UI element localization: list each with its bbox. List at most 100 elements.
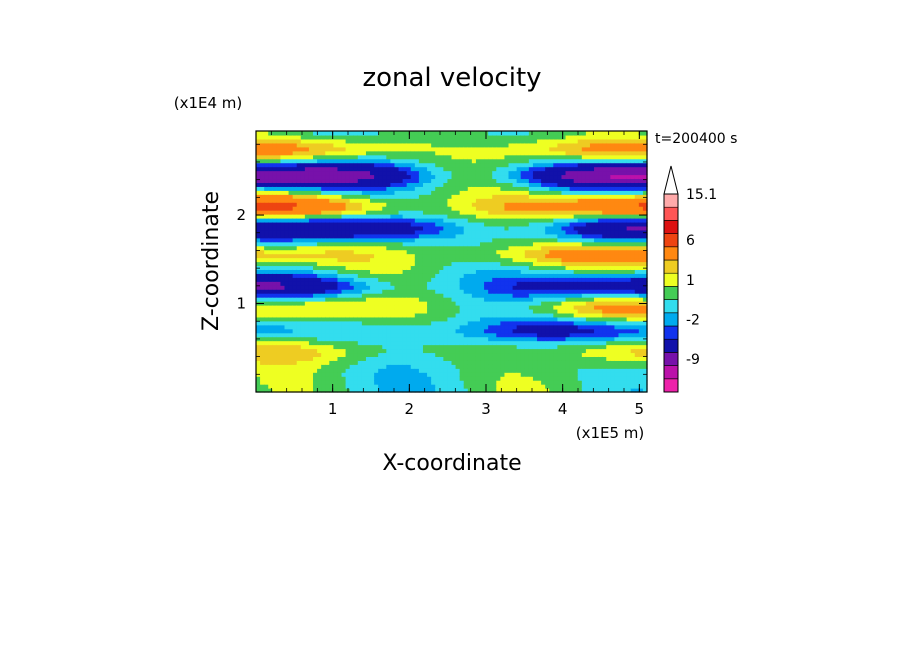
heatmap-cell [524,186,530,191]
heatmap-cell [386,281,391,286]
heatmap-cell [528,328,534,334]
heatmap-cell [280,308,286,314]
heatmap-cell [541,146,546,152]
heatmap-cell [488,352,493,357]
heatmap-cell [451,376,457,381]
heatmap-cell [284,312,290,318]
heatmap-cell [447,150,453,156]
heatmap-cell [492,320,497,326]
heatmap-cell [549,174,554,180]
heatmap-cell [541,249,546,255]
heatmap-cell [516,162,522,168]
heatmap-cell [545,146,550,152]
heatmap-cell [516,340,522,346]
heatmap-cell [418,328,424,334]
heatmap-cell [345,142,351,148]
heatmap-cell [451,138,457,144]
heatmap-cell [296,206,302,211]
heatmap-cell [459,182,465,187]
heatmap-cell [386,380,391,385]
heatmap-cell [284,265,290,270]
heatmap-cell [361,186,367,191]
heatmap-cell [545,312,550,318]
heatmap-cell [410,348,416,354]
heatmap-cell [260,336,265,342]
heatmap-cell [443,186,449,191]
heatmap-cell [382,146,387,152]
heatmap-cell [532,202,538,207]
heatmap-cell [402,154,408,160]
heatmap-cell [361,277,367,282]
heatmap-cell [463,388,469,393]
heatmap-cell [447,297,453,302]
heatmap-cell [484,285,489,290]
heatmap-cell [447,328,453,334]
heatmap-cell [414,320,420,326]
heatmap-cell [280,281,286,286]
heatmap-cell [382,142,387,148]
heatmap-cell [264,134,269,140]
heatmap-cell [549,218,554,223]
heatmap-cell [288,305,294,310]
heatmap-cell [300,190,306,195]
heatmap-cell [268,174,273,180]
heatmap-cell [325,368,330,373]
heatmap-cell [410,265,416,270]
heatmap-cell [463,360,469,365]
heatmap-cell [349,289,355,294]
heatmap-cell [475,170,481,176]
heatmap-cell [382,281,387,286]
heatmap-cell [390,360,396,365]
heatmap-cell [264,146,269,152]
heatmap-cell [545,154,550,160]
heatmap-cell [394,297,400,302]
heatmap-cell [288,301,294,306]
heatmap-cell [459,305,465,310]
heatmap-cell [349,221,355,227]
heatmap-cell [427,202,432,207]
heatmap-cell [427,356,432,361]
heatmap-cell [467,233,473,239]
heatmap-cell [537,221,542,227]
heatmap-cell [410,277,416,282]
heatmap-cell [284,233,290,239]
heatmap-cell [520,218,526,223]
heatmap-cell [365,186,371,191]
heatmap-cell [443,328,449,334]
heatmap-cell [365,332,371,338]
heatmap-cell [325,178,330,183]
heatmap-cell [422,320,428,326]
heatmap-cell [317,269,322,274]
heatmap-cell [516,376,522,381]
heatmap-cell [431,332,436,338]
heatmap-cell [402,142,408,148]
heatmap-cell [496,138,501,144]
heatmap-cell [382,218,387,223]
heatmap-cell [296,174,302,180]
heatmap-cell [557,344,563,350]
heatmap-cell [402,308,408,314]
heatmap-cell [378,253,383,259]
heatmap-cell [292,293,298,298]
heatmap-cell [545,376,550,381]
heatmap-cell [325,142,330,148]
heatmap-cell [268,182,273,187]
heatmap-cell [471,348,477,354]
heatmap-cell [427,162,432,168]
heatmap-cell [484,364,489,369]
heatmap-cell [280,206,286,211]
heatmap-cell [524,249,530,255]
heatmap-cell [520,320,526,326]
heatmap-cell [260,368,265,373]
heatmap-cell [414,214,420,219]
heatmap-cell [406,245,412,251]
heatmap-cell [459,364,465,369]
heatmap-cell [292,174,298,180]
heatmap-cell [402,332,408,338]
heatmap-cell [447,368,453,373]
heatmap-cell [268,245,273,251]
heatmap-cell [451,285,457,290]
heatmap-cell [329,297,334,302]
heatmap-cell [370,320,375,326]
heatmap-cell [553,265,558,270]
